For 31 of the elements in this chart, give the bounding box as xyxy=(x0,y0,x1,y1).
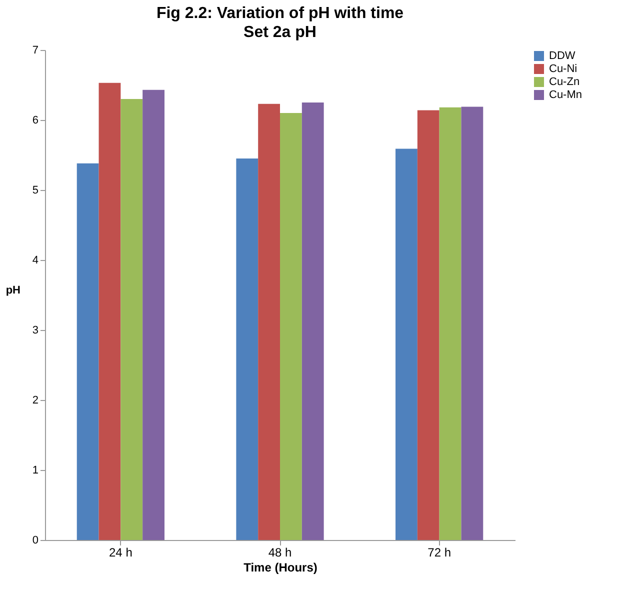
legend-label: Cu-Ni xyxy=(549,63,578,75)
bar xyxy=(76,163,99,540)
bar xyxy=(417,110,440,540)
x-tick-label: 24 h xyxy=(109,546,132,560)
y-tick-label: 7 xyxy=(32,44,38,56)
y-tick-label: 0 xyxy=(32,534,38,546)
bar xyxy=(142,90,164,540)
y-tick-label: 6 xyxy=(32,114,38,126)
legend-label: Cu-Mn xyxy=(549,89,582,101)
bar xyxy=(439,107,462,540)
chart-title: Fig 2.2: Variation of pH with time xyxy=(156,5,404,22)
y-axis-title: pH xyxy=(6,284,21,296)
bar xyxy=(98,82,121,540)
chart-subtitle: Set 2a pH xyxy=(244,24,316,41)
x-tick-label: 72 h xyxy=(428,546,451,560)
y-tick-label: 5 xyxy=(32,184,38,196)
bar xyxy=(280,113,302,540)
y-tick-label: 4 xyxy=(32,254,38,266)
legend-label: Cu-Zn xyxy=(549,76,580,88)
bar xyxy=(396,148,418,540)
y-tick-label: 3 xyxy=(32,324,38,336)
bar xyxy=(461,106,484,540)
bar xyxy=(120,99,143,540)
bar xyxy=(236,158,258,540)
bar xyxy=(258,104,280,540)
y-tick-label: 2 xyxy=(32,394,38,406)
x-tick-label: 48 h xyxy=(268,546,292,560)
x-axis-title: Time (Hours) xyxy=(244,560,318,574)
y-tick-label: 1 xyxy=(32,464,38,476)
legend-label: DDW xyxy=(549,50,576,62)
bar xyxy=(302,102,324,540)
